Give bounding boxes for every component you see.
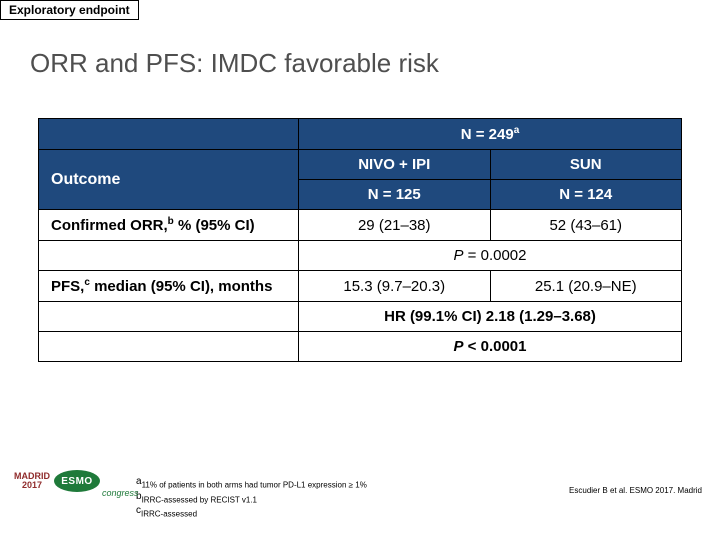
row-pfs-label: PFS,c median (95% CI), months	[39, 271, 299, 302]
congress-text: congress	[102, 488, 139, 498]
esmo-logo: ESMO	[54, 470, 100, 492]
outcome-label-cell: Outcome	[39, 150, 299, 210]
results-table: N = 249a Outcome NIVO + IPI SUN N = 125 …	[38, 118, 682, 362]
logo-area: MADRID 2017 ESMO congress	[14, 470, 139, 492]
row-pfs-arm2: 25.1 (20.9–NE)	[490, 271, 682, 302]
madrid-logo: MADRID 2017	[14, 472, 50, 490]
header-empty	[39, 119, 299, 150]
row-p2-empty	[39, 332, 299, 362]
arm2-n: N = 124	[490, 180, 682, 210]
row-p1-empty	[39, 241, 299, 271]
arm1-n: N = 125	[299, 180, 491, 210]
row-hr-value: HR (99.1% CI) 2.18 (1.29–3.68)	[299, 302, 682, 332]
row-p1-value: P = 0.0002	[299, 241, 682, 271]
footnotes: a11% of patients in both arms had tumor …	[136, 476, 367, 520]
slide-title: ORR and PFS: IMDC favorable risk	[30, 48, 439, 79]
arm1-header: NIVO + IPI	[299, 150, 491, 180]
header-total-n: N = 249a	[299, 119, 682, 150]
row-pfs-arm1: 15.3 (9.7–20.3)	[299, 271, 491, 302]
row-orr-label: Confirmed ORR,b % (95% CI)	[39, 210, 299, 241]
row-p2-value: P < 0.0001	[299, 332, 682, 362]
row-orr-arm2: 52 (43–61)	[490, 210, 682, 241]
row-hr-empty	[39, 302, 299, 332]
row-orr-arm1: 29 (21–38)	[299, 210, 491, 241]
exploratory-tag: Exploratory endpoint	[0, 0, 139, 20]
citation: Escudier B et al. ESMO 2017. Madrid	[569, 486, 702, 495]
arm2-header: SUN	[490, 150, 682, 180]
